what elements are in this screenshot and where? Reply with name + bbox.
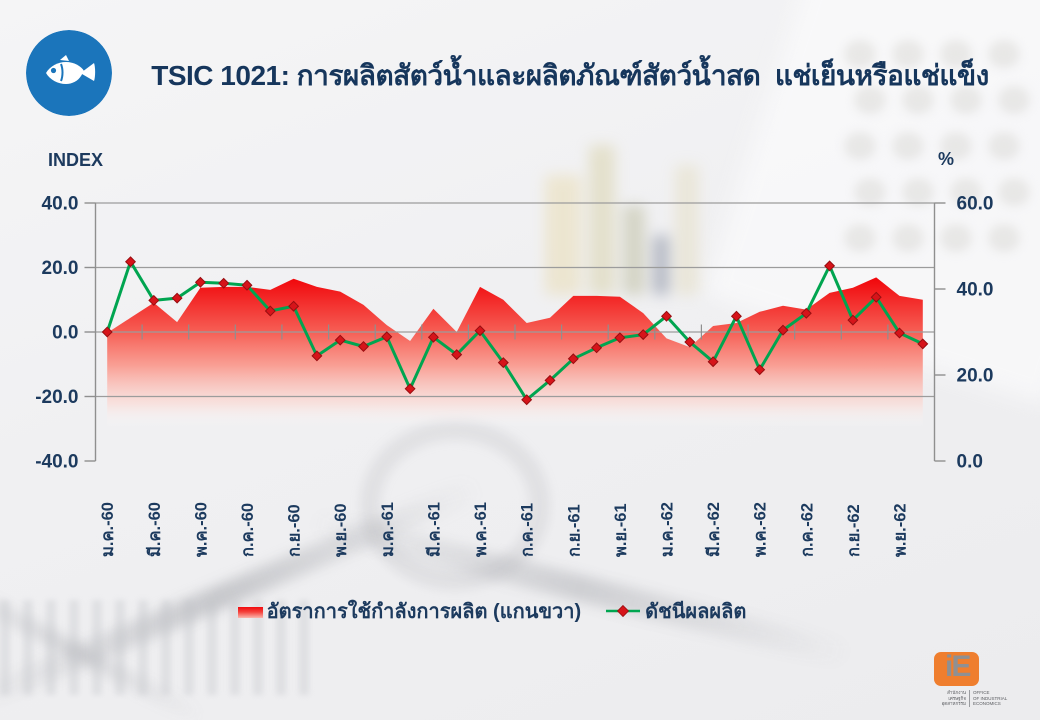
production-index-marker bbox=[357, 340, 370, 353]
x-axis-tick-label: มี.ค.-62 bbox=[704, 502, 723, 557]
oie-logo: iE สำนักงาน เศรษฐกิจอุตสาหกรรม OFFICE OF… bbox=[932, 650, 1018, 714]
production-index-marker bbox=[334, 334, 346, 346]
fish-icon bbox=[26, 30, 112, 116]
x-axis-tick-label: พ.ย.-60 bbox=[332, 503, 350, 557]
oie-logo-caption: สำนักงาน เศรษฐกิจอุตสาหกรรม OFFICE OF IN… bbox=[932, 690, 1018, 707]
capacity-utilization-area bbox=[107, 277, 923, 461]
production-index-marker bbox=[241, 279, 253, 291]
production-index-marker bbox=[847, 314, 859, 326]
left-axis-tick-label: 20.0 bbox=[42, 258, 79, 279]
x-axis-tick-label: พ.ย.-61 bbox=[612, 503, 630, 557]
x-axis-tick-label: มี.ค.-60 bbox=[145, 502, 164, 557]
production-index-marker bbox=[194, 276, 206, 288]
production-index-marker bbox=[474, 325, 486, 337]
production-index-marker bbox=[777, 324, 789, 336]
legend-item-capacity-utilization: อัตราการใช้กำลังการผลิต (แกนขวา) bbox=[237, 595, 582, 627]
x-axis-tick-label: ก.ค.-61 bbox=[519, 503, 537, 557]
x-axis-tick-label: พ.ค.-62 bbox=[752, 502, 770, 557]
oie-org-en: OF INDUSTRIAL ECONOMICS bbox=[973, 695, 1008, 707]
right-axis-tick-label: 60.0 bbox=[957, 194, 994, 215]
right-axis-tick-label: 20.0 bbox=[957, 366, 994, 387]
production-index-marker bbox=[427, 331, 439, 343]
right-axis-unit-label: % bbox=[938, 149, 955, 169]
production-index-marker bbox=[567, 353, 579, 365]
x-axis-tick-label: มี.ค.-61 bbox=[424, 502, 443, 557]
production-index-marker bbox=[218, 277, 230, 289]
area-series-swatch-icon bbox=[237, 606, 263, 618]
left-axis-tick-label: -20.0 bbox=[35, 387, 78, 408]
x-axis-tick-label: พ.ค.-61 bbox=[472, 502, 490, 557]
production-index-marker bbox=[404, 383, 416, 395]
x-axis-tick-label: ก.ย.-60 bbox=[286, 504, 304, 557]
production-index-marker bbox=[591, 342, 603, 354]
x-axis-tick-label: ม.ค.-61 bbox=[379, 502, 397, 557]
production-index-marker bbox=[311, 350, 323, 362]
production-index-marker bbox=[917, 338, 929, 350]
right-axis-tick-label: 40.0 bbox=[957, 280, 994, 301]
production-index-marker bbox=[497, 357, 509, 369]
chart-legend: อัตราการใช้กำลังการผลิต (แกนขวา) ดัชนีผล… bbox=[0, 595, 1012, 627]
production-index-marker bbox=[730, 310, 742, 322]
x-axis-tick-label: ก.ค.-62 bbox=[798, 503, 816, 557]
legend-item-production-index: ดัชนีผลผลิต bbox=[605, 595, 746, 627]
right-axis-tick-label: 0.0 bbox=[957, 452, 983, 473]
production-index-marker bbox=[660, 310, 673, 322]
production-index-marker bbox=[264, 305, 276, 317]
oie-org-thai: สำนักงาน bbox=[947, 690, 966, 695]
left-axis-tick-label: -40.0 bbox=[35, 452, 78, 473]
production-index-marker bbox=[451, 349, 463, 361]
production-index-marker bbox=[544, 374, 556, 386]
x-axis-tick-label: ก.ย.-62 bbox=[845, 504, 863, 557]
x-axis-tick-label: ม.ค.-60 bbox=[99, 502, 117, 557]
x-axis-tick-label: ม.ค.-62 bbox=[659, 502, 677, 557]
production-index-marker bbox=[800, 307, 812, 319]
left-axis-tick-label: 40.0 bbox=[42, 194, 79, 215]
x-axis-tick-label: ก.ค.-60 bbox=[239, 503, 257, 557]
x-axis-tick-label: พ.ย.-62 bbox=[892, 503, 910, 557]
production-index-marker bbox=[637, 329, 649, 341]
oie-logo-orange-square bbox=[934, 652, 979, 686]
production-index-marker bbox=[754, 364, 766, 376]
production-index-marker bbox=[707, 356, 719, 368]
legend-label: อัตราการใช้กำลังการผลิต (แกนขวา) bbox=[266, 601, 582, 623]
production-index-marker bbox=[521, 394, 533, 406]
production-index-marker bbox=[870, 291, 882, 303]
legend-label: ดัชนีผลผลิต bbox=[645, 601, 747, 623]
x-axis-tick-label: พ.ค.-60 bbox=[192, 502, 210, 557]
production-index-marker bbox=[614, 332, 626, 344]
left-axis-tick-label: 0.0 bbox=[52, 323, 78, 344]
x-axis-tick-label: ก.ย.-61 bbox=[565, 504, 583, 557]
production-index-marker bbox=[381, 331, 393, 343]
production-index-marker bbox=[684, 336, 696, 348]
left-axis-unit-label: INDEX bbox=[48, 150, 104, 170]
production-index-marker bbox=[101, 326, 113, 338]
chart-title: TSIC 1021: การผลิตสัตว์น้ำและผลิตภัณฑ์สั… bbox=[151, 60, 989, 91]
production-index-marker bbox=[171, 292, 183, 304]
production-index-marker bbox=[893, 327, 906, 339]
production-index-marker bbox=[124, 256, 137, 268]
oie-org-en: OFFICE bbox=[973, 690, 990, 695]
production-index-marker bbox=[824, 260, 836, 272]
production-index-marker bbox=[148, 294, 160, 306]
production-index-marker bbox=[288, 300, 300, 312]
oie-logo-letters: iE bbox=[945, 650, 971, 683]
oie-org-thai: เศรษฐกิจอุตสาหกรรม bbox=[941, 695, 966, 707]
line-series-swatch-icon bbox=[606, 604, 641, 618]
